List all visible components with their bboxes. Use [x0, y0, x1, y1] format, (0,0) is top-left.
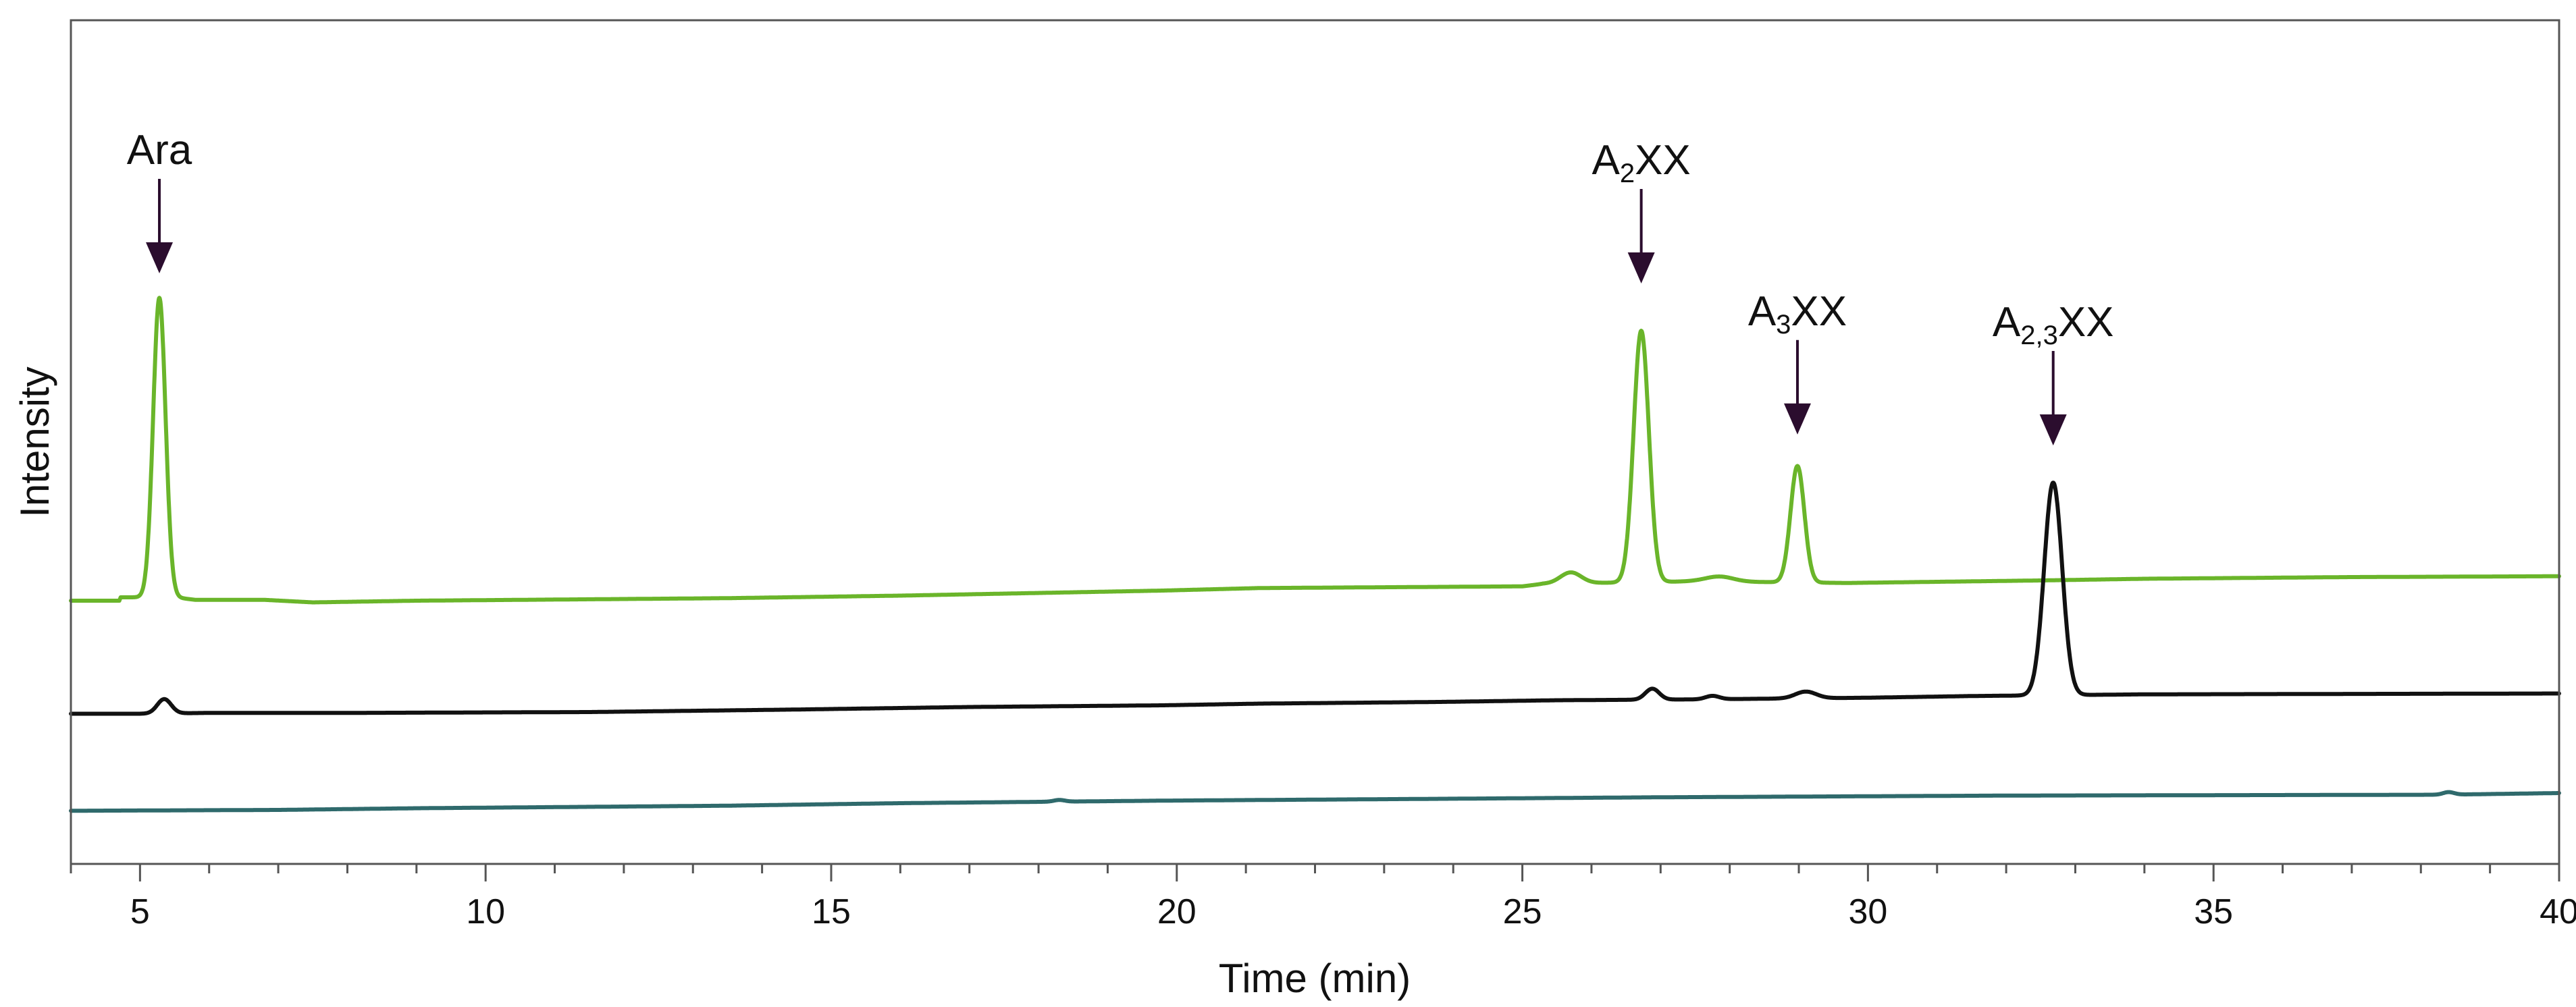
y-axis-label: Intensity: [12, 366, 57, 517]
peak-label-2: A2XX: [1592, 137, 1690, 188]
trace-1: [69, 296, 2561, 605]
x-tick-label: 35: [2194, 892, 2233, 931]
peak-label-4: A2,3XX: [1993, 299, 2114, 350]
x-axis-label: Time (min): [1219, 956, 1411, 1001]
trace-group: [69, 296, 2561, 813]
peak-label-3: A3XX: [1748, 288, 1847, 339]
annotation-arrow-head: [1783, 403, 1811, 435]
x-tick-label: 40: [2540, 892, 2576, 931]
x-tick-label: 30: [1848, 892, 1887, 931]
annotation-arrow-head: [1627, 252, 1655, 283]
plot-frame: [70, 19, 2560, 865]
x-tick-label: 20: [1157, 892, 1197, 931]
x-tick-label: 25: [1503, 892, 1542, 931]
peak-label-1: Ara: [127, 127, 192, 173]
peak-annotations: Ara A2XX A3XX A2,3XX: [127, 127, 2114, 445]
trace-3: [69, 790, 2561, 813]
x-tick-label: 5: [130, 892, 150, 931]
annotation-arrow-head: [146, 242, 174, 273]
x-tick-label: 15: [812, 892, 851, 931]
x-axis: 5 10 15 20 25 30 35 40: [70, 864, 2576, 931]
x-tick-label: 10: [466, 892, 505, 931]
trace-2: [69, 481, 2561, 716]
annotation-arrow-head: [2039, 414, 2067, 445]
